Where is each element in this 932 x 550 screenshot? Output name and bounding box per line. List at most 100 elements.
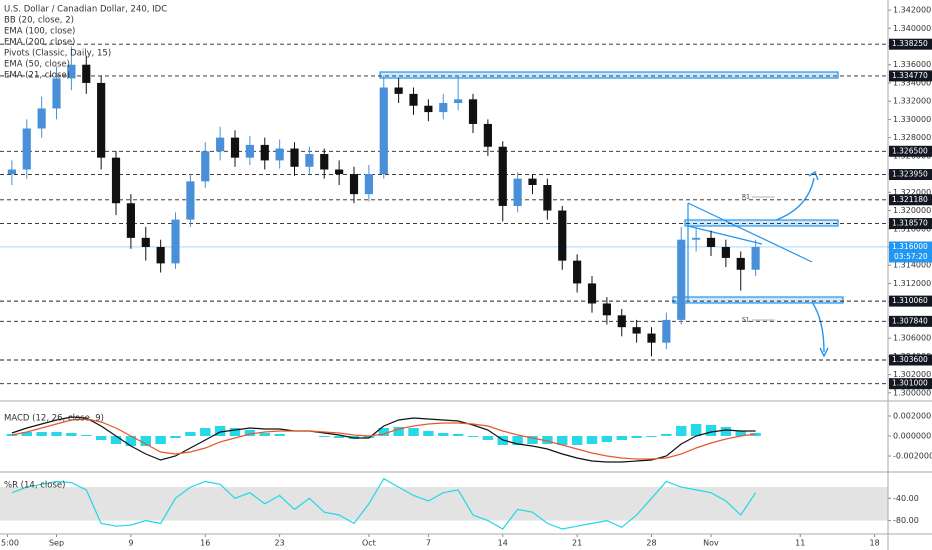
pattern-line (687, 202, 813, 263)
level-label: 1.310060 (892, 296, 928, 305)
level-label: 1.301000 (892, 379, 928, 388)
histogram-bar (601, 436, 613, 442)
y-tick-label: 1.332000 (893, 97, 931, 106)
candle-body (498, 146, 507, 206)
candle-body (617, 315, 626, 328)
level-label: 1.307840 (892, 316, 928, 325)
candle-body (632, 327, 641, 334)
x-tick-label: 23 (275, 539, 285, 548)
candle-body (275, 148, 284, 161)
plot: 1.3000001.3020001.3040001.3060001.308000… (0, 6, 932, 548)
candle-body (602, 303, 611, 316)
candle-body (736, 257, 745, 270)
macd-line (11, 416, 756, 463)
candle-body (52, 78, 61, 109)
x-tick-label: 16 (200, 539, 210, 548)
candle-body (706, 237, 716, 247)
level-label-box (889, 38, 932, 50)
histogram-bar (557, 436, 568, 445)
indicator-label: EMA (200, close) (4, 38, 75, 48)
zone-box (672, 296, 844, 304)
candle-body (528, 178, 537, 186)
candle-body (186, 181, 195, 220)
candle-body (662, 319, 671, 343)
candle-body (171, 219, 180, 264)
y-tick-label: -80.00 (893, 516, 919, 525)
y-tick-label: 0.000000 (893, 432, 931, 441)
arrowhead (808, 170, 819, 181)
candle-body (111, 157, 121, 204)
histogram-bar (423, 431, 434, 436)
histogram-bar (244, 430, 256, 436)
histogram-bar (21, 432, 32, 436)
drawings: R1 S1 (379, 71, 844, 358)
candle-body (454, 99, 463, 103)
histogram-bar (527, 436, 538, 444)
histogram-bar (735, 431, 746, 436)
histogram-bar (36, 432, 47, 436)
candle-body (587, 283, 597, 304)
y-tick-label: -0.002000 (893, 452, 932, 461)
histogram-bar (170, 436, 181, 438)
candle-body (483, 123, 492, 147)
x-tick-label: 14 (498, 539, 508, 548)
candle-body (379, 87, 388, 175)
level-label-box (889, 315, 932, 327)
level-label-box (889, 218, 932, 230)
histogram-bar (631, 436, 642, 438)
countdown-label: 03:57:20 (894, 252, 928, 261)
candle-body (290, 148, 299, 167)
histogram-bar (214, 426, 226, 436)
y-tick-label: -40.00 (893, 494, 919, 503)
x-tick-label: 7 (426, 539, 431, 548)
level-label: 1.338250 (892, 39, 928, 48)
histogram-bar (363, 436, 375, 438)
candle-body (126, 203, 135, 238)
x-tick-label: 21 (572, 539, 582, 548)
legend: U.S. Dollar / Canadian Dollar, 240, IDC … (4, 5, 167, 491)
candle-body (677, 239, 686, 320)
candle-body (647, 333, 656, 343)
y-tick-label: 1.302000 (893, 370, 931, 379)
y-tick-label: 0.002000 (893, 412, 931, 421)
indicator-label: EMA (21, close) (4, 71, 70, 81)
candle-body (141, 237, 150, 247)
candle-body (513, 178, 522, 206)
level-label-box (889, 145, 932, 157)
histogram-bar (467, 436, 479, 437)
arrow (775, 177, 815, 221)
x-tick-label: 28 (646, 539, 656, 548)
histogram-bar (259, 433, 270, 436)
histogram-bar (571, 436, 583, 445)
histogram-bar (185, 432, 196, 436)
histogram-bar (452, 434, 464, 436)
zone-box (379, 71, 839, 79)
x-tick-label: 18 (870, 539, 880, 548)
level-label: 1.334770 (892, 71, 928, 80)
histogram-bar (229, 428, 241, 436)
macd-line (11, 418, 756, 460)
y-tick-label: 1.312000 (893, 279, 931, 288)
pivot-label: S1 (742, 317, 750, 324)
candle-body (692, 237, 701, 240)
candle-body (320, 154, 329, 170)
y-tick-label: 1.306000 (893, 334, 931, 343)
level-label: 1.303600 (892, 355, 928, 364)
y-tick-label: 1.342000 (893, 6, 931, 15)
histogram-bar (661, 434, 672, 436)
candle-body (37, 108, 46, 129)
current-price-label: 1.316000 (892, 242, 928, 251)
candle-body (468, 99, 478, 124)
histogram-bar (586, 436, 598, 444)
current-price-box (889, 241, 932, 263)
candle-body (543, 185, 552, 211)
pattern-line (687, 225, 763, 245)
histogram-bar (512, 436, 523, 445)
arrow (811, 301, 825, 353)
candle-body (721, 246, 730, 258)
pane-title: MACD (12, 26, close, 9) (4, 414, 104, 424)
histogram-bar (542, 436, 553, 444)
histogram-bar (482, 436, 494, 440)
histogram-bar (51, 432, 62, 436)
y-tick-label: 1.300000 (893, 388, 931, 397)
